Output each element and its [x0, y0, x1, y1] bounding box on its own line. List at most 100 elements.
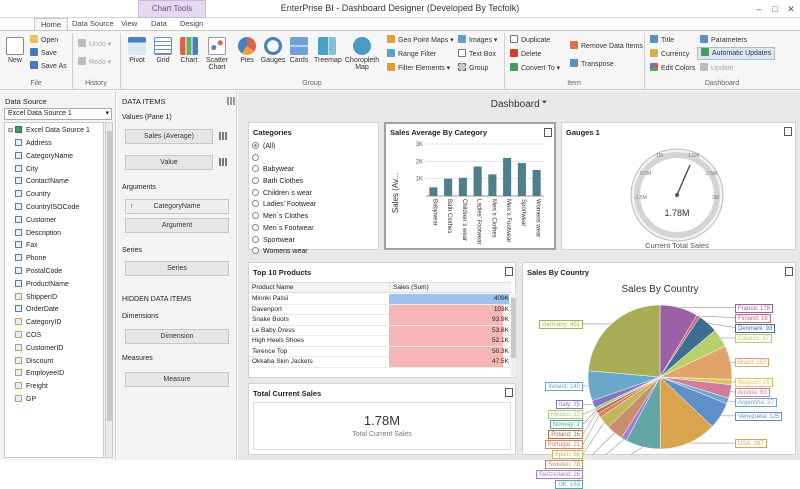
text-box-button[interactable]: Text Box	[458, 49, 496, 60]
table-row[interactable]: Le Baby Dress 53.8K	[249, 325, 511, 336]
argument-placeholder[interactable]: Argument	[125, 218, 229, 233]
bar[interactable]	[444, 178, 453, 196]
field-item[interactable]: GP	[15, 394, 103, 407]
title-button[interactable]: Title	[650, 35, 674, 46]
category-option[interactable]: Bath Clothes	[252, 176, 377, 188]
field-item[interactable]: CategoryID	[15, 317, 103, 330]
pies-button[interactable]: Pies	[234, 33, 260, 81]
field-item[interactable]: CountryISOCode	[15, 202, 103, 215]
table-row[interactable]: Davenport 103K	[249, 304, 511, 315]
category-option[interactable]: Men`s Footwear	[252, 223, 377, 235]
automatic-updates-toggle[interactable]: Automatic Updates	[697, 47, 776, 60]
edit-colors-button[interactable]: Edit Colors	[650, 63, 695, 74]
total-sales-card[interactable]: Total Current Sales 1.78M Total Current …	[248, 383, 516, 455]
tab-design[interactable]: Design	[180, 19, 204, 28]
bar[interactable]	[503, 157, 512, 196]
categories-card[interactable]: Categories (All) Babywear Bath Clothes Chil…	[248, 122, 379, 255]
close-button[interactable]: ✕	[787, 4, 795, 14]
measure-placeholder[interactable]: Measure	[125, 372, 229, 387]
radio-button[interactable]	[252, 142, 259, 149]
category-option[interactable]	[252, 153, 377, 165]
maximize-button[interactable]: □	[772, 4, 778, 14]
undo-button[interactable]: Undo ▾	[78, 39, 111, 50]
dimension-placeholder[interactable]: Dimension	[125, 329, 229, 344]
tab-view[interactable]: View	[121, 19, 138, 28]
treemap-button[interactable]: Treemap	[314, 33, 342, 81]
transpose-button[interactable]: Transpose	[570, 59, 614, 70]
column-header-sales[interactable]: Sales (Sum)	[389, 283, 429, 293]
choropleth-map-button[interactable]: Choropleth Map	[344, 33, 380, 81]
category-option[interactable]: (All)	[252, 141, 377, 153]
field-item[interactable]: ShipperID	[15, 292, 103, 305]
field-item[interactable]: COS	[15, 330, 103, 343]
value-placeholder[interactable]: Value	[125, 155, 213, 170]
radio-button[interactable]	[252, 247, 259, 255]
chart-tools-context-tab[interactable]: Chart Tools	[138, 0, 206, 18]
filter-elements-button[interactable]: Filter Elements ▾	[387, 63, 450, 74]
field-item[interactable]: Discount	[15, 356, 103, 369]
bar-chart-icon[interactable]	[219, 132, 227, 140]
tree-root[interactable]: ⊟ Excel Data Source 1	[8, 125, 90, 138]
field-item[interactable]: Fax	[15, 240, 103, 253]
sales-by-country-card[interactable]: Sales By Country Sales By Country France…	[522, 262, 796, 489]
column-header-product[interactable]: Product Name	[252, 284, 294, 291]
field-item[interactable]: EmployeeID	[15, 368, 103, 381]
field-tree-scrollbar[interactable]	[105, 122, 113, 458]
tab-data[interactable]: Data	[151, 19, 167, 28]
pie-slice[interactable]	[659, 376, 713, 450]
pivot-button[interactable]: Pivot	[124, 33, 150, 81]
sales-average-card[interactable]: Sales Average By Category Sales (Av... 1…	[384, 122, 556, 250]
images-button[interactable]: Images ▾	[458, 35, 497, 46]
category-option[interactable]: Babywear	[252, 164, 377, 176]
currency-button[interactable]: Currency	[650, 49, 689, 60]
bar[interactable]	[517, 163, 526, 196]
category-option[interactable]: Ladies' Footwear	[252, 199, 377, 211]
field-item[interactable]: OrderDate	[15, 304, 103, 317]
category-option[interactable]: Children`s wear	[252, 188, 377, 200]
bar[interactable]	[458, 177, 467, 196]
range-filter-button[interactable]: Range Filter	[387, 49, 436, 60]
bar[interactable]	[488, 174, 497, 196]
field-item[interactable]: City	[15, 164, 103, 177]
chart-button[interactable]: Chart	[176, 33, 202, 81]
table-row[interactable]: Terence Top 50.3K	[249, 346, 511, 357]
duplicate-button[interactable]: Duplicate	[510, 35, 550, 46]
series-placeholder[interactable]: Series	[125, 261, 229, 276]
bar-chart-icon[interactable]	[219, 158, 227, 166]
new-button[interactable]: New	[2, 33, 28, 81]
scatter-chart-button[interactable]: Scatter Chart	[202, 33, 232, 81]
value-item-sales-average[interactable]: Sales (Average)	[125, 129, 213, 144]
export-icon[interactable]	[505, 267, 513, 276]
cards-button[interactable]: Cards	[286, 33, 312, 81]
top-products-card[interactable]: Top 10 Products Product Name Sales (Sum)…	[248, 262, 516, 378]
radio-button[interactable]	[252, 177, 259, 185]
radio-button[interactable]	[252, 153, 259, 161]
parameters-button[interactable]: Parameters	[700, 35, 747, 46]
tab-home[interactable]: Home	[34, 18, 69, 30]
bar[interactable]	[532, 170, 541, 196]
convert-to-button[interactable]: Convert To ▾	[510, 63, 560, 74]
geo-point-maps-button[interactable]: Geo Point Maps ▾	[387, 35, 454, 46]
bar[interactable]	[429, 187, 438, 196]
pie-slice[interactable]	[588, 304, 661, 378]
field-item[interactable]: CustomerID	[15, 343, 103, 356]
radio-button[interactable]	[252, 212, 259, 220]
open-button[interactable]: Open	[30, 35, 58, 46]
field-item[interactable]: Customer	[15, 215, 103, 228]
grid-scrollbar[interactable]	[511, 294, 516, 376]
scrollbar-thumb[interactable]	[511, 298, 516, 358]
radio-button[interactable]	[252, 200, 259, 208]
delete-button[interactable]: Delete	[510, 49, 541, 60]
category-option[interactable]: Sportwear	[252, 235, 377, 247]
save-button[interactable]: Save	[30, 48, 57, 59]
export-icon[interactable]	[785, 267, 793, 276]
field-item[interactable]: Address	[15, 138, 103, 151]
field-item[interactable]: CategoryName	[15, 151, 103, 164]
radio-button[interactable]	[252, 165, 259, 173]
export-icon[interactable]	[784, 127, 792, 136]
export-icon[interactable]	[505, 388, 513, 397]
data-source-select[interactable]: Excel Data Source 1 ▾	[4, 108, 112, 120]
scrollbar-thumb[interactable]	[107, 131, 112, 421]
table-row[interactable]: Okkaba Skin Jackets 47.5K	[249, 357, 511, 368]
remove-data-items-button[interactable]: Remove Data Items	[570, 41, 643, 52]
